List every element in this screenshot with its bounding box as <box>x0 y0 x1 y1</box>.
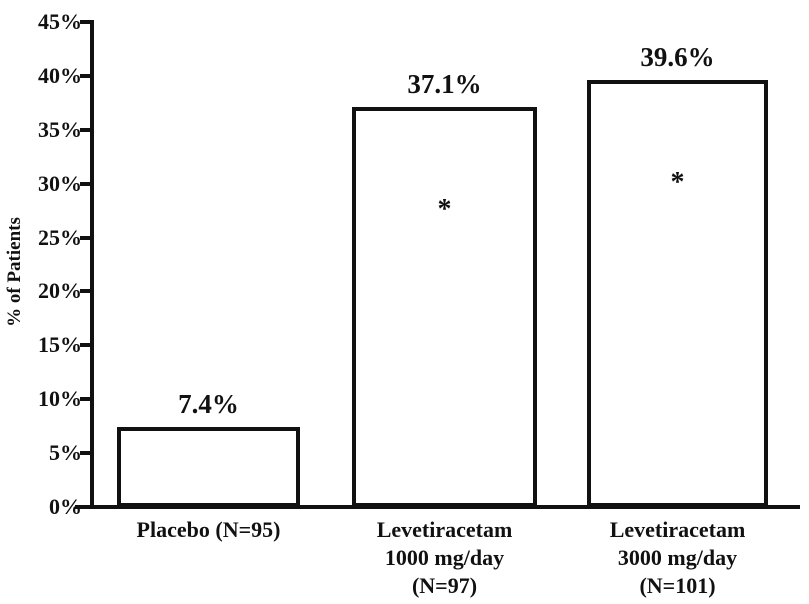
y-tick <box>80 451 90 455</box>
bar-levetiracetam-1000: * <box>352 107 537 507</box>
y-tick-label: 5% <box>49 440 82 465</box>
y-axis-title: % of Patients <box>4 217 25 327</box>
y-tick-label: 40% <box>38 63 82 88</box>
x-axis-line <box>75 505 800 509</box>
bar-value-label: 7.4% <box>178 389 239 420</box>
y-tick <box>80 289 90 293</box>
y-tick <box>80 343 90 347</box>
y-tick <box>80 74 90 78</box>
y-tick <box>80 236 90 240</box>
x-axis-label-levetiracetam-1000: Levetiracetam 1000 mg/day (N=97) <box>376 517 513 598</box>
y-tick-label: 0% <box>49 494 82 519</box>
y-tick-label: 10% <box>38 386 82 411</box>
significance-asterisk: * <box>437 194 452 226</box>
y-tick-label: 20% <box>38 278 82 303</box>
bar-placebo <box>117 427 300 507</box>
y-tick-label: 30% <box>38 171 82 196</box>
y-tick-label: 15% <box>38 332 82 357</box>
y-tick-label: 35% <box>38 117 82 142</box>
x-axis-label-levetiracetam-3000: Levetiracetam 3000 mg/day (N=101) <box>609 517 746 598</box>
y-tick <box>80 182 90 186</box>
bar-group-levetiracetam-3000: 39.6% * <box>587 0 768 507</box>
y-tick <box>80 505 90 509</box>
bar-levetiracetam-3000: * <box>587 80 768 507</box>
y-tick <box>80 128 90 132</box>
y-tick-label: 25% <box>38 225 82 250</box>
bar-group-levetiracetam-1000: 37.1% * <box>352 0 537 507</box>
significance-asterisk: * <box>670 167 685 199</box>
bar-value-label: 39.6% <box>640 42 715 73</box>
bar-group-placebo: 7.4% <box>117 0 300 507</box>
y-tick-label: 45% <box>38 9 82 34</box>
bar-value-label: 37.1% <box>407 69 482 100</box>
x-axis-label-placebo: Placebo (N=95) <box>136 517 281 542</box>
y-tick <box>80 397 90 401</box>
y-axis-line <box>90 20 94 509</box>
y-tick <box>80 20 90 24</box>
